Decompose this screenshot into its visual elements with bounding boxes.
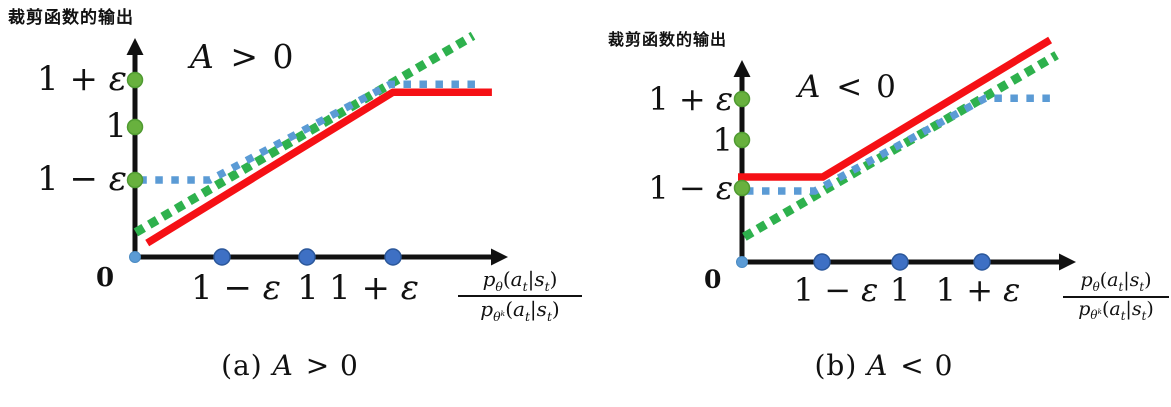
x-tick-label: 1 (889, 271, 911, 309)
caption-a: (a) A > 0 (221, 349, 359, 382)
x-axis-fraction-label: pθ(at|st) pθk(at|st) (458, 269, 582, 324)
y-axis-tick-dot (733, 131, 751, 149)
clipped-objective-red-solid (738, 36, 1053, 181)
fraction-numerator: pθ(at|st) (1063, 271, 1169, 298)
y-tick-label: 1 + ε (37, 59, 127, 99)
y-tick-label: 1 (712, 121, 733, 159)
plot-2 (733, 36, 1076, 271)
caption-b: (b) A < 0 (814, 349, 954, 382)
unclipped-ratio-green-dotted (133, 31, 476, 237)
x-tick-label: 1 + ε (329, 268, 419, 308)
y-axis-title: 裁剪函数的输出 (8, 8, 134, 28)
x-tick-label: 1 + ε (935, 271, 1021, 309)
fraction-denominator: pθk(at|st) (480, 297, 560, 325)
y-axis-tick-dot (733, 179, 751, 197)
origin-label: 0 (96, 263, 115, 293)
x-tick-label: 1 − ε (191, 268, 281, 308)
x-axis-tick-dot (973, 253, 991, 271)
y-axis-title: 裁剪函数的输出 (608, 30, 728, 49)
fraction-denominator: pθk(at|st) (1078, 297, 1154, 323)
clip-bounds-blue-dotted (139, 80, 478, 184)
plot-title: A < 0 (798, 69, 898, 105)
y-axis-tick-dot (126, 118, 144, 136)
x-axis-tick-dot (298, 248, 316, 266)
x-axis-tick-dot (213, 248, 231, 266)
y-axis-tick-dot (733, 90, 751, 108)
x-axis-fraction-label: pθ(at|st) pθk(at|st) (1063, 271, 1169, 322)
origin-label: 0 (704, 265, 722, 294)
plot-title: A > 0 (190, 37, 296, 76)
origin-dot (129, 251, 141, 263)
y-tick-label: 1 − ε (37, 159, 127, 199)
unclipped-ratio-green-dotted (742, 51, 1059, 241)
x-axis-tick-dot (891, 253, 909, 271)
y-axis-tick-dot (126, 71, 144, 89)
x-axis-tick-dot (813, 253, 831, 271)
origin-dot (736, 256, 748, 268)
plot-1 (126, 31, 508, 266)
x-axis-tick-dot (384, 248, 402, 266)
clipped-objective-red-solid (145, 88, 492, 247)
y-tick-label: 1 + ε (648, 80, 733, 118)
y-tick-label: 1 (105, 106, 127, 146)
x-tick-label: 1 (297, 268, 319, 308)
x-tick-label: 1 − ε (793, 271, 879, 309)
y-tick-label: 1 − ε (648, 169, 733, 207)
clip-bounds-blue-dotted (746, 94, 1055, 195)
fraction-numerator: pθ(at|st) (458, 269, 582, 298)
y-axis-tick-dot (126, 171, 144, 189)
